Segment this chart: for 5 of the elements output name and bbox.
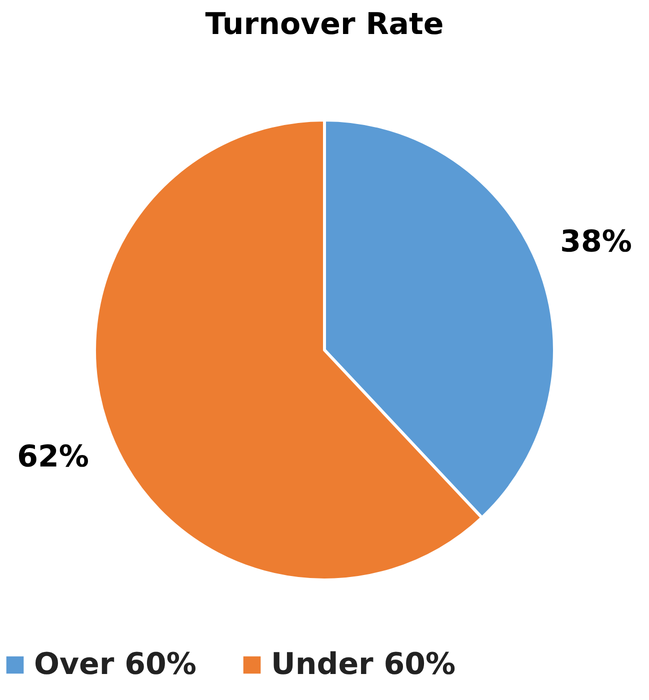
data-label: 38% bbox=[560, 224, 632, 260]
chart-title: Turnover Rate bbox=[205, 7, 444, 42]
data-label: 62% bbox=[17, 439, 89, 474]
legend-label: Over 60% bbox=[34, 647, 196, 682]
legend-label: Under 60% bbox=[271, 647, 456, 682]
